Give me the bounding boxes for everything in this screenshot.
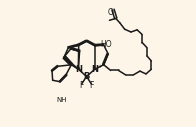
Text: F: F xyxy=(80,81,84,90)
Text: B: B xyxy=(83,72,90,81)
Text: N: N xyxy=(91,65,98,74)
Text: N: N xyxy=(75,65,82,74)
Text: HO: HO xyxy=(100,40,112,49)
Text: O: O xyxy=(108,8,114,17)
Text: NH: NH xyxy=(57,97,67,103)
Text: F: F xyxy=(89,81,93,90)
Text: +: + xyxy=(97,64,101,69)
